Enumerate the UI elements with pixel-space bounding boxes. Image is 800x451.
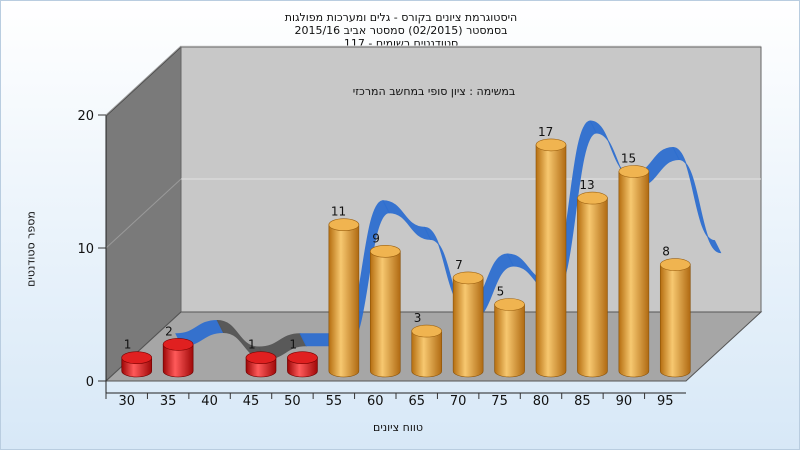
- bar-body: [328, 224, 360, 378]
- bar: 7: [452, 258, 484, 378]
- x-tick-label: 40: [201, 394, 218, 409]
- bar-top: [369, 245, 401, 258]
- x-tick-label: 80: [533, 394, 550, 409]
- bar: 1: [287, 338, 318, 378]
- data-label: 1: [289, 338, 297, 352]
- data-label: 15: [621, 152, 636, 166]
- bar-body: [577, 197, 608, 378]
- data-label: 5: [497, 285, 505, 299]
- data-label: 1: [248, 338, 256, 352]
- x-tick-label: 30: [118, 394, 135, 409]
- x-tick-label: 55: [326, 394, 343, 409]
- bar: 9: [369, 231, 401, 378]
- grid-line: [105, 45, 182, 116]
- bar-top: [618, 165, 650, 178]
- bar-body: [494, 304, 525, 378]
- bar: 15: [618, 152, 650, 378]
- bar-top: [659, 258, 691, 271]
- x-axis-label: טווח ציונים: [373, 421, 423, 434]
- bar: 11: [328, 205, 360, 378]
- y-tick-label: 0: [86, 375, 94, 390]
- x-tick-label: 35: [160, 394, 177, 409]
- y-tick-label: 20: [77, 109, 94, 124]
- data-label: 8: [662, 245, 670, 259]
- bar: 2: [162, 324, 194, 378]
- bar-body: [162, 344, 194, 378]
- bar-top: [452, 271, 484, 285]
- bar-body: [369, 251, 401, 378]
- bar-top: [494, 298, 525, 311]
- bar: 1: [121, 338, 153, 378]
- bar-top: [535, 138, 567, 152]
- bar-body: [411, 330, 443, 378]
- bar: 5: [494, 285, 525, 378]
- x-tick-label: 95: [657, 394, 674, 409]
- bar-top: [121, 351, 153, 365]
- bar-body: [535, 144, 567, 378]
- data-label: 13: [579, 178, 594, 192]
- bar: 17: [535, 125, 567, 378]
- x-tick-label: 70: [450, 394, 467, 409]
- bar: 13: [577, 178, 608, 378]
- bar-top: [577, 191, 608, 205]
- data-label: 17: [538, 125, 553, 139]
- bar: 3: [411, 311, 443, 378]
- x-tick-label: 75: [491, 394, 508, 409]
- data-label: 9: [372, 231, 380, 245]
- bar-top: [411, 324, 443, 338]
- data-label: 11: [331, 205, 346, 219]
- title-line-1: היסטוגרמת ציונים בקורס - גלים ומערכות מפ…: [284, 11, 518, 24]
- data-label: 1: [124, 338, 132, 352]
- x-tick-label: 45: [243, 394, 260, 409]
- data-label: 2: [165, 324, 173, 338]
- bar-top: [328, 218, 360, 231]
- x-tick-label: 50: [284, 394, 301, 409]
- bar-top: [245, 351, 277, 365]
- x-tick-label: 60: [367, 394, 384, 409]
- bar-body: [452, 277, 484, 378]
- bar-top: [287, 351, 318, 365]
- title-line-2: בסמסטר (02/2015) סמסטר אביב 2015/16: [294, 24, 508, 37]
- grid-line: [105, 178, 182, 249]
- bar-body: [618, 171, 650, 378]
- bar-top: [162, 338, 194, 351]
- data-label: 7: [455, 258, 463, 272]
- y-tick-label: 10: [77, 242, 94, 257]
- x-tick-label: 85: [574, 394, 591, 409]
- bar: 8: [659, 245, 691, 378]
- chart-subtitle: במשימה : ציון סופי במחשב המרכזי: [353, 85, 516, 98]
- data-label: 3: [414, 311, 422, 325]
- y-axis-label: מספר סטודנטים: [24, 211, 38, 287]
- bar-body: [659, 264, 691, 378]
- bar: 1: [245, 338, 277, 378]
- x-tick-label: 90: [616, 394, 633, 409]
- series-ribbon-segment: [672, 147, 722, 254]
- x-tick-label: 65: [408, 394, 425, 409]
